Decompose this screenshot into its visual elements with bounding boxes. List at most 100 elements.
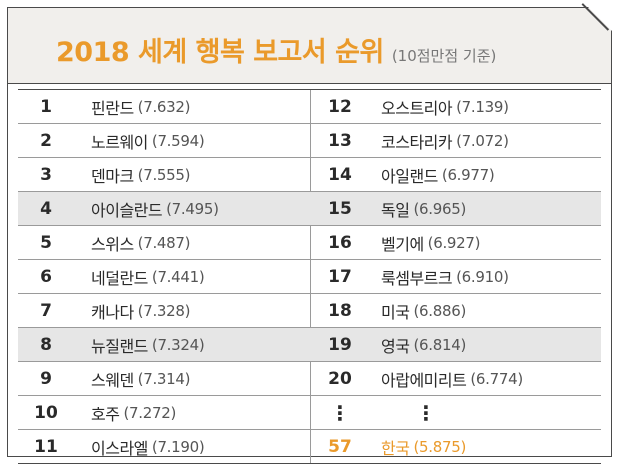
table-row: 11 이스라엘 (7.190) 57 한국 (5.875) [18, 430, 601, 463]
country-entry: 캐나다 (7.328) [91, 294, 191, 327]
country-name: 한국 [381, 438, 410, 458]
country-score: (7.190) [151, 437, 205, 456]
rank-number: 9 [40, 368, 52, 389]
country-name: 아일랜드 [381, 166, 438, 186]
country-score: (6.774) [470, 369, 523, 388]
country-name: 스웨덴 [91, 370, 134, 390]
rank-number: 1 [40, 96, 52, 117]
country-name: 영국 [381, 336, 410, 356]
page-subtitle: (10점만점 기준) [391, 47, 497, 65]
folded-corner-icon [587, 6, 613, 32]
country-entry-korea: 한국 (5.875) [381, 430, 466, 463]
country-score: (7.139) [456, 97, 509, 116]
country-name: 아이슬란드 [91, 200, 163, 220]
rank-number: 15 [328, 198, 352, 219]
country-score: (6.910) [456, 267, 509, 286]
country-score: (7.314) [137, 369, 191, 388]
rank-number-korea: 57 [328, 436, 352, 457]
country-name: 스위스 [91, 234, 134, 254]
rank-number: 16 [328, 232, 352, 253]
ranking-table: 1 핀란드 (7.632) 12 오스트리아 (7.139) 2 노르웨이 (7.59… [18, 89, 601, 464]
country-score: (6.886) [413, 301, 466, 320]
page-title: 2018 세계 행복 보고서 순위 [56, 37, 384, 68]
country-name: 미국 [381, 302, 410, 322]
country-entry: 노르웨이 (7.594) [91, 124, 205, 157]
country-entry: 스위스 (7.487) [91, 226, 191, 259]
table-row: 7 캐나다 (7.328) 18 미국 (6.886) [18, 294, 601, 328]
rank-number: 2 [40, 130, 52, 151]
country-score: (7.324) [151, 335, 205, 354]
country-entry: 영국 (6.814) [381, 328, 466, 361]
country-score: (5.875) [413, 437, 466, 456]
ellipsis-icon: ⋮ [330, 400, 350, 425]
country-entry: 네덜란드 (7.441) [91, 260, 205, 293]
country-score: (7.555) [137, 165, 191, 184]
rank-number: 19 [328, 334, 352, 355]
rank-number: 6 [40, 266, 52, 287]
country-score: (6.965) [413, 199, 466, 218]
rank-number: 14 [328, 164, 352, 185]
country-entry: 미국 (6.886) [381, 294, 466, 327]
country-entry: 아일랜드 (6.977) [381, 158, 495, 191]
rank-number: 13 [328, 130, 352, 151]
rank-number: 20 [328, 368, 352, 389]
country-entry: 스웨덴 (7.314) [91, 362, 191, 395]
country-score: (7.495) [166, 199, 219, 218]
table-row: 10 호주 (7.272) ⋮ ⋮ [18, 396, 601, 430]
country-entry: ⋮ [416, 396, 436, 429]
rank-number: 5 [40, 232, 52, 253]
rank-number: 4 [40, 198, 52, 219]
country-name: 아랍에미리트 [381, 370, 467, 390]
panel-header: 2018 세계 행복 보고서 순위 (10점만점 기준) [8, 8, 611, 84]
country-score: (7.328) [137, 301, 191, 320]
rank-number: 3 [40, 164, 52, 185]
table-row: 3 덴마크 (7.555) 14 아일랜드 (6.977) [18, 158, 601, 192]
country-score: (7.441) [151, 267, 205, 286]
country-name: 독일 [381, 200, 410, 220]
country-name: 핀란드 [91, 98, 134, 118]
country-name: 덴마크 [91, 166, 134, 186]
table-row: 2 노르웨이 (7.594) 13 코스타리카 (7.072) [18, 124, 601, 158]
table-row: 6 네덜란드 (7.441) 17 룩셈부르크 (6.910) [18, 260, 601, 294]
country-name: 캐나다 [91, 302, 134, 322]
country-score: (6.927) [427, 233, 481, 252]
country-entry: 덴마크 (7.555) [91, 158, 191, 191]
country-score: (7.072) [456, 131, 509, 150]
rank-number: 18 [328, 300, 352, 321]
rank-number: 17 [328, 266, 352, 287]
ellipsis-icon: ⋮ [416, 400, 436, 425]
country-entry: 호주 (7.272) [91, 396, 176, 429]
column-divider [310, 90, 311, 463]
country-entry: 벨기에 (6.927) [381, 226, 481, 259]
rank-number: 10 [34, 402, 58, 423]
table-row-highlighted: 8 뉴질랜드 (7.324) 19 영국 (6.814) [18, 328, 601, 362]
table-row: 9 스웨덴 (7.314) 20 아랍에미리트 (6.774) [18, 362, 601, 396]
country-name: 노르웨이 [91, 132, 148, 152]
country-score: (7.594) [151, 131, 205, 150]
table-row: 1 핀란드 (7.632) 12 오스트리아 (7.139) [18, 90, 601, 124]
country-entry: 오스트리아 (7.139) [381, 90, 509, 123]
country-entry: 독일 (6.965) [381, 192, 466, 225]
country-score: (7.272) [123, 403, 176, 422]
title-group: 2018 세계 행복 보고서 순위 (10점만점 기준) [56, 30, 496, 69]
country-name: 네덜란드 [91, 268, 148, 288]
country-name: 호주 [91, 404, 120, 424]
country-entry: 아랍에미리트 (6.774) [381, 362, 523, 395]
country-entry: 코스타리카 (7.072) [381, 124, 509, 157]
rank-number: 12 [328, 96, 352, 117]
rank-number: 8 [40, 334, 52, 355]
country-score: (7.487) [137, 233, 191, 252]
rank-number: 7 [40, 300, 52, 321]
country-entry: 룩셈부르크 (6.910) [381, 260, 509, 293]
country-entry: 핀란드 (7.632) [91, 90, 191, 123]
country-name: 뉴질랜드 [91, 336, 148, 356]
rank-number: 11 [34, 436, 58, 457]
table-row: 5 스위스 (7.487) 16 벨기에 (6.927) [18, 226, 601, 260]
country-name: 코스타리카 [381, 132, 453, 152]
country-name: 벨기에 [381, 234, 424, 254]
country-score: (6.977) [441, 165, 495, 184]
country-entry: 뉴질랜드 (7.324) [91, 328, 205, 361]
country-score: (7.632) [137, 97, 191, 116]
country-name: 오스트리아 [381, 98, 453, 118]
country-score: (6.814) [413, 335, 466, 354]
